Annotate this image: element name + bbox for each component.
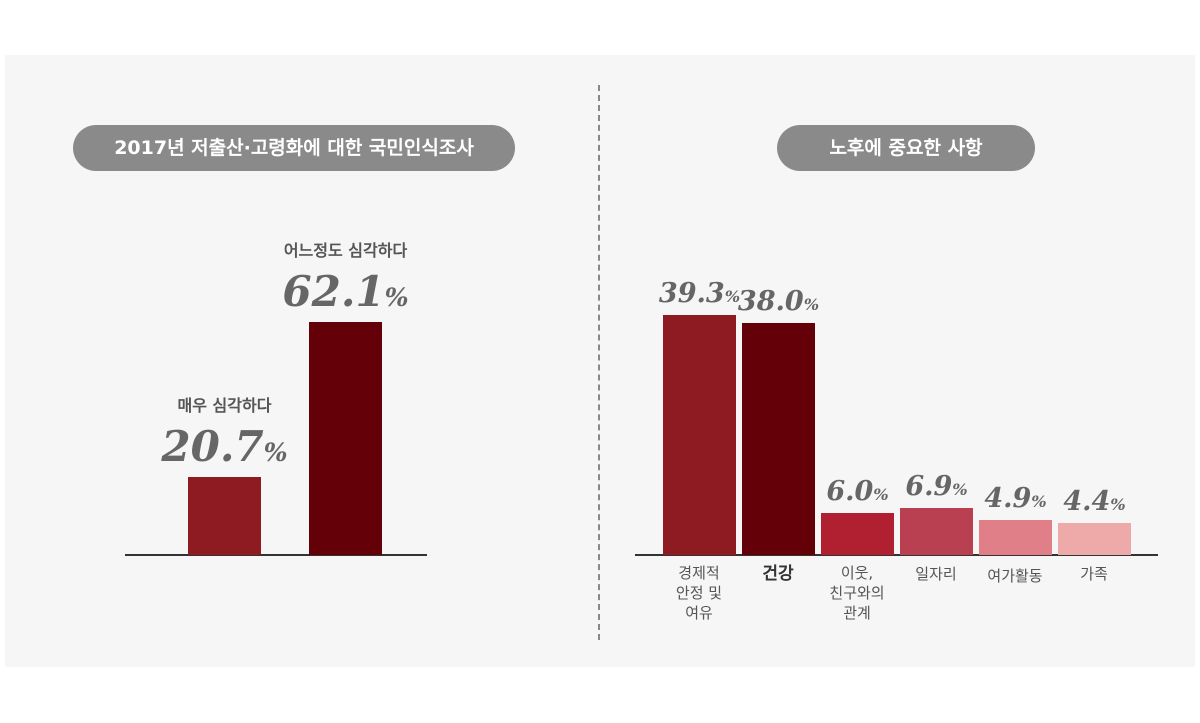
bar-2 <box>821 513 894 555</box>
bar-0 <box>663 315 736 555</box>
value-label: 4.9% <box>984 483 1047 515</box>
value-label: 6.9% <box>905 470 968 502</box>
bar-3 <box>900 507 973 555</box>
bar-5 <box>1058 523 1131 555</box>
value-label: 39.3% <box>658 278 741 310</box>
divider <box>598 85 600 640</box>
value-label: 6.0% <box>826 476 889 508</box>
left-axis <box>125 554 427 556</box>
left-chart-title: 2017년 저출산·고령화에 대한 국민인식조사 <box>73 125 515 171</box>
value-label: 38.0% <box>737 286 820 318</box>
category-label: 가족 <box>1080 565 1108 583</box>
category-label: 일자리 <box>915 565 957 583</box>
right-chart-title: 노후에 중요한 사항 <box>777 125 1035 171</box>
bar-1 <box>309 322 382 555</box>
value-label: 4.4% <box>1063 486 1126 518</box>
category-label: 경제적 안정 및 여유 <box>675 564 723 622</box>
category-label: 이웃, 친구와의 관계 <box>829 564 885 622</box>
bar-1 <box>742 323 815 555</box>
category-label: 건강 <box>762 564 794 584</box>
bar-4 <box>979 520 1052 555</box>
value-label: 62.1% <box>282 267 409 317</box>
category-label: 어느정도 심각하다 <box>283 241 408 261</box>
value-label: 20.7% <box>161 422 288 472</box>
category-label: 여가활동 <box>987 567 1043 585</box>
category-label: 매우 심각하다 <box>177 396 272 416</box>
bar-0 <box>188 477 261 555</box>
right-axis <box>635 554 1158 556</box>
